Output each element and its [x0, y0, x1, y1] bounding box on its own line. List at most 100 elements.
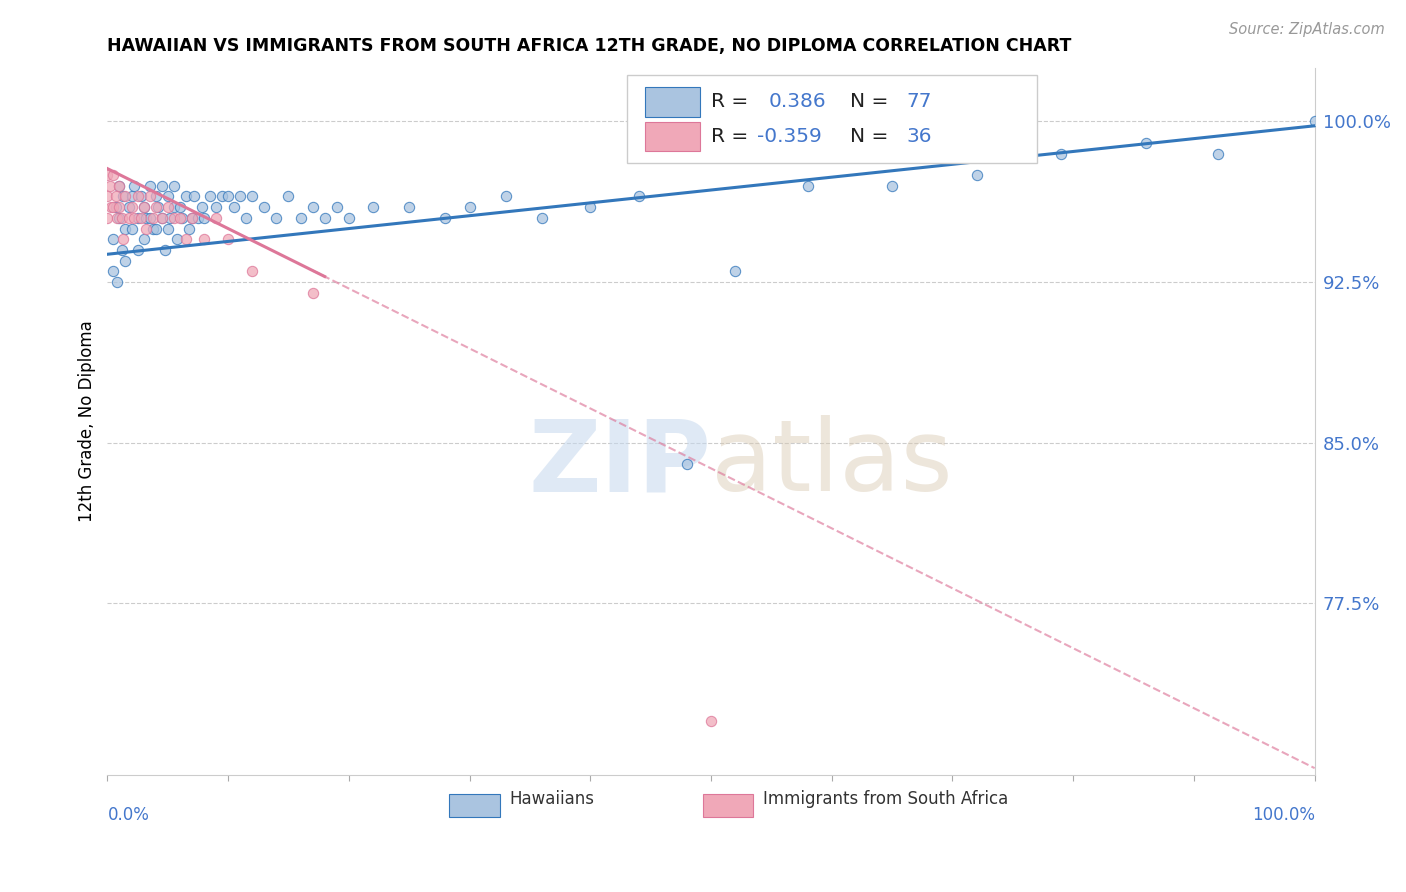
Point [361, 200, 384, 214]
Point [163, 200, 186, 214]
Point [277, 189, 299, 203]
Point [103, 264, 125, 278]
Point [193, 211, 215, 225]
Point [145, 189, 167, 203]
Point [150, 211, 173, 225]
Point [434, 211, 457, 225]
Point [290, 211, 312, 225]
Point [187, 211, 209, 225]
Point [882, 178, 904, 193]
Point [118, 200, 141, 214]
Point [217, 232, 239, 246]
Point [104, 189, 127, 203]
Point [530, 211, 553, 225]
Text: 100.0%: 100.0% [1251, 806, 1315, 824]
Point [118, 211, 141, 225]
Point [98, 178, 121, 193]
Point [145, 200, 167, 214]
Point [174, 232, 197, 246]
Point [103, 232, 125, 246]
Point [146, 200, 169, 214]
Text: 0.386: 0.386 [769, 93, 827, 112]
Point [253, 200, 276, 214]
Text: ZIP: ZIP [529, 415, 711, 512]
Point [205, 200, 228, 214]
Point [579, 200, 602, 214]
Point [266, 211, 288, 225]
Point [1050, 146, 1073, 161]
Point [103, 200, 125, 214]
Point [180, 211, 202, 225]
Point [458, 200, 481, 214]
Point [627, 189, 650, 203]
Point [198, 189, 221, 203]
Text: 0.0%: 0.0% [107, 806, 149, 824]
Point [114, 221, 136, 235]
Text: atlas: atlas [711, 415, 953, 512]
Text: Immigrants from South Africa: Immigrants from South Africa [763, 789, 1008, 807]
Point [966, 168, 988, 182]
FancyBboxPatch shape [644, 121, 700, 152]
Point [172, 211, 194, 225]
Point [724, 264, 747, 278]
Point [145, 221, 167, 235]
Text: R =: R = [711, 127, 755, 146]
Point [127, 243, 149, 257]
Point [138, 189, 160, 203]
Point [174, 189, 197, 203]
Point [111, 211, 134, 225]
Point [159, 211, 181, 225]
Point [105, 275, 128, 289]
Point [96, 189, 118, 203]
Point [180, 211, 202, 225]
Text: N =: N = [849, 93, 894, 112]
Point [112, 232, 135, 246]
Point [301, 285, 323, 300]
Point [326, 200, 349, 214]
Point [132, 232, 155, 246]
Point [132, 200, 155, 214]
Text: Source: ZipAtlas.com: Source: ZipAtlas.com [1229, 22, 1385, 37]
Point [100, 200, 122, 214]
Point [150, 211, 173, 225]
Point [103, 168, 125, 182]
Point [169, 200, 191, 214]
Point [96, 168, 118, 182]
Point [301, 200, 323, 214]
Point [240, 264, 263, 278]
Point [121, 200, 143, 214]
Point [314, 211, 336, 225]
Point [127, 189, 149, 203]
FancyBboxPatch shape [627, 75, 1038, 163]
Point [105, 211, 128, 225]
Text: R =: R = [711, 93, 755, 112]
Point [796, 178, 818, 193]
Point [114, 189, 136, 203]
Point [104, 200, 127, 214]
Point [495, 189, 517, 203]
Point [1135, 136, 1157, 150]
Point [111, 243, 134, 257]
Point [156, 221, 179, 235]
FancyBboxPatch shape [449, 795, 499, 817]
Point [169, 211, 191, 225]
Point [211, 189, 233, 203]
Point [114, 253, 136, 268]
Point [112, 189, 135, 203]
Point [156, 200, 179, 214]
Point [142, 211, 165, 225]
Point [166, 232, 188, 246]
Point [108, 211, 131, 225]
Point [1206, 146, 1229, 161]
Text: -0.359: -0.359 [756, 127, 821, 146]
Point [229, 189, 252, 203]
FancyBboxPatch shape [644, 87, 700, 117]
Point [337, 211, 360, 225]
Text: 77: 77 [907, 93, 932, 112]
Text: N =: N = [849, 127, 894, 146]
Point [676, 457, 699, 471]
Point [224, 200, 246, 214]
Point [150, 178, 173, 193]
Point [108, 178, 131, 193]
Point [700, 714, 723, 728]
